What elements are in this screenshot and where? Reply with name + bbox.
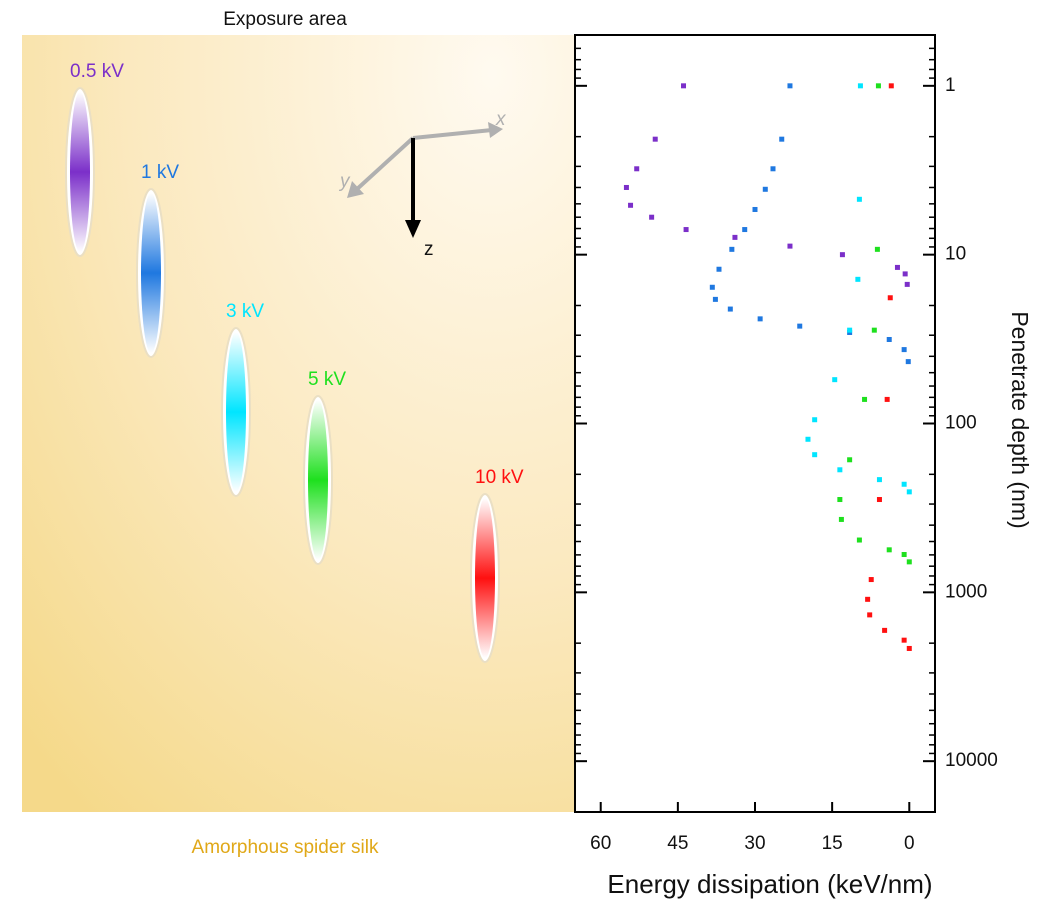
data-point	[728, 307, 733, 312]
y-axis-title: Penetrate depth (nm)	[1007, 311, 1033, 528]
data-point	[862, 397, 867, 402]
beam	[308, 400, 328, 560]
data-point	[872, 328, 877, 333]
x-axis-title: Energy dissipation (keV/nm)	[607, 869, 932, 899]
data-point	[887, 547, 892, 552]
illustration-caption: Amorphous spider silk	[192, 837, 379, 858]
y-axis-letter: y	[338, 171, 351, 192]
plot-frame	[575, 35, 935, 812]
silk-background	[22, 35, 575, 812]
z-axis-letter: z	[424, 239, 434, 260]
data-point	[624, 185, 629, 190]
x-tick-label: 15	[822, 833, 843, 854]
data-point	[729, 247, 734, 252]
x-tick-label: 60	[590, 833, 611, 854]
data-point	[742, 227, 747, 232]
data-point	[905, 282, 910, 287]
data-point	[903, 271, 908, 276]
beam	[141, 193, 161, 353]
data-point	[732, 235, 737, 240]
data-point	[902, 482, 907, 487]
data-point	[832, 377, 837, 382]
data-point	[812, 452, 817, 457]
x-tick-label: 45	[667, 833, 688, 854]
beam-label: 0.5 kV	[70, 61, 124, 82]
data-point	[902, 347, 907, 352]
data-point	[865, 597, 870, 602]
beam-label: 1 kV	[141, 162, 179, 183]
data-point	[869, 577, 874, 582]
data-point	[907, 646, 912, 651]
data-point	[717, 267, 722, 272]
data-point	[855, 277, 860, 282]
y-tick-label: 1	[945, 75, 956, 96]
data-point	[882, 628, 887, 633]
data-point	[797, 324, 802, 329]
data-point	[837, 467, 842, 472]
data-point	[684, 227, 689, 232]
beam	[226, 332, 246, 492]
beam	[475, 498, 495, 658]
data-point	[653, 137, 658, 142]
data-point	[847, 328, 852, 333]
data-point	[812, 417, 817, 422]
beam-label: 3 kV	[226, 301, 264, 322]
data-point	[858, 83, 863, 88]
x-tick-label: 0	[904, 833, 915, 854]
data-point	[887, 337, 892, 342]
data-point	[787, 83, 792, 88]
y-tick-label: 10	[945, 244, 966, 265]
data-point	[628, 203, 633, 208]
data-point	[889, 83, 894, 88]
data-point	[902, 638, 907, 643]
data-point	[840, 252, 845, 257]
data-point	[787, 244, 792, 249]
data-point	[681, 83, 686, 88]
data-point	[753, 207, 758, 212]
data-point	[710, 285, 715, 290]
data-point	[805, 437, 810, 442]
data-point	[763, 187, 768, 192]
data-point	[885, 397, 890, 402]
illustration-title: Exposure area	[223, 9, 347, 30]
data-point	[902, 552, 907, 557]
data-point	[857, 197, 862, 202]
data-point	[649, 215, 654, 220]
figure: Exposure area Amorphous spider silk x y …	[0, 0, 1056, 905]
x-axis-letter: x	[495, 109, 507, 130]
data-point	[906, 359, 911, 364]
data-point	[877, 477, 882, 482]
data-point	[875, 247, 880, 252]
data-point	[888, 295, 893, 300]
y-tick-label: 1000	[945, 581, 987, 602]
y-tick-label: 10000	[945, 750, 998, 771]
data-point	[758, 316, 763, 321]
data-point	[634, 166, 639, 171]
data-point	[895, 265, 900, 270]
data-point	[847, 457, 852, 462]
data-point	[907, 559, 912, 564]
data-point	[779, 137, 784, 142]
data-point	[867, 612, 872, 617]
data-point	[857, 538, 862, 543]
data-point	[877, 497, 882, 502]
beam-label: 10 kV	[475, 467, 524, 488]
data-point	[713, 297, 718, 302]
x-tick-label: 30	[744, 833, 765, 854]
y-tick-label: 100	[945, 413, 977, 434]
data-point	[839, 517, 844, 522]
data-point	[837, 497, 842, 502]
data-point	[771, 166, 776, 171]
beam	[70, 92, 90, 252]
beam-label: 5 kV	[308, 369, 346, 390]
data-point	[876, 83, 881, 88]
data-point	[907, 489, 912, 494]
